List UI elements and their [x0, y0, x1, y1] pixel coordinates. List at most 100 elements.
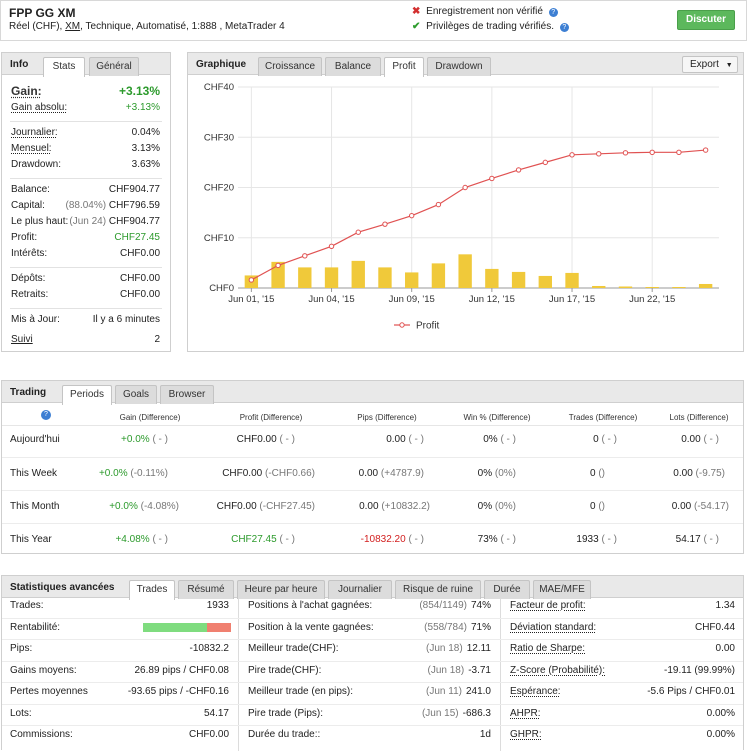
tab-goals[interactable]: Goals — [115, 385, 157, 404]
stat-value: 0.00 — [715, 643, 735, 654]
stat-value: -10832.2 — [189, 643, 229, 654]
stat-detail: (854/1149) — [419, 600, 467, 611]
stat-value: CHF0.44 — [694, 622, 735, 633]
trades-cell: 0 () — [589, 468, 605, 479]
bar — [405, 272, 419, 288]
stat-label: Facteur de profit: — [510, 600, 586, 611]
stat-value: 0.00% — [706, 708, 735, 719]
tab-daily[interactable]: Journalier — [328, 580, 392, 599]
data-point — [248, 277, 255, 283]
stat-value: (854/1149) 74% — [419, 600, 491, 611]
lots-cell: 0.00 (-54.17) — [671, 501, 729, 512]
tab-balance[interactable]: Balance — [325, 57, 381, 76]
data-point — [435, 201, 442, 208]
discuss-button[interactable]: Discuter — [677, 10, 735, 30]
divider — [10, 178, 162, 179]
x-tick-label: Jun 09, '15 — [389, 294, 435, 305]
y-tick-label: CHF10 — [204, 233, 234, 244]
stat-label: Pips: — [10, 643, 33, 654]
tab-general[interactable]: Général — [89, 57, 139, 76]
bar — [271, 261, 285, 288]
bar — [672, 286, 686, 288]
stat-value: 1933 — [206, 600, 229, 611]
tab-trades[interactable]: Trades — [129, 580, 175, 600]
x-icon: ✖ — [412, 6, 421, 17]
updated-label: Mis à Jour: — [11, 314, 60, 325]
stat-label: Rentabilité: — [10, 622, 61, 633]
trading-panel-header — [2, 381, 743, 403]
trading-panel: Trading Periods Goals Browser ? Gain (Di… — [1, 380, 744, 554]
stat-label: Meilleur trade(CHF): — [248, 643, 339, 654]
stat-number: 71% — [470, 622, 491, 633]
stat-value: (Jun 15) -686.3 — [422, 708, 491, 719]
x-tick-label: Jun 01, '15 — [228, 294, 274, 305]
stat-value: 54.17 — [203, 708, 229, 719]
bar — [618, 286, 633, 288]
col-header-lots: Lots (Difference) — [669, 413, 729, 422]
help-icon[interactable]: ? — [41, 410, 51, 420]
bar — [458, 254, 472, 288]
win-cell: 0% (0%) — [477, 501, 516, 512]
pips-cell: 0.00 (+4787.9) — [358, 468, 424, 479]
gain-abs-label: Gain absolu: — [11, 102, 68, 113]
withdrawals-label: Retraits: — [11, 289, 49, 300]
data-point — [569, 152, 575, 158]
x-tick-label: Jun 22, '15 — [629, 294, 675, 305]
tab-hourly[interactable]: Heure par heure — [237, 580, 325, 599]
gain-cell: +4.08% ( - ) — [115, 534, 168, 545]
tab-risk-of-ruin[interactable]: Risque de ruine — [395, 580, 481, 599]
bar — [431, 263, 446, 288]
data-point — [489, 175, 495, 182]
profitability-bar — [143, 623, 231, 632]
tab-growth[interactable]: Croissance — [258, 57, 322, 76]
follow-link[interactable]: Suivi — [11, 334, 33, 345]
tab-profit[interactable]: Profit — [384, 57, 424, 77]
data-point — [676, 149, 682, 156]
data-point — [302, 253, 308, 259]
stat-label: Déviation standard: — [510, 622, 597, 633]
x-tick-label: Jun 04, '15 — [308, 294, 354, 305]
tab-duration[interactable]: Durée — [484, 580, 530, 599]
graph-panel: Graphique Croissance Balance Profit Draw… — [187, 52, 744, 352]
stat-value: -93.65 pips / -CHF0.16 — [127, 686, 229, 697]
pips-cell: 0.00 (+10832.2) — [359, 501, 430, 512]
data-point — [275, 262, 281, 269]
stat-value: -5.6 Pips / CHF0.01 — [647, 686, 735, 697]
y-tick-label: CHF30 — [204, 132, 234, 143]
col-header-win: Win % (Difference) — [463, 413, 531, 422]
col-header-pips: Pips (Difference) — [357, 413, 417, 422]
tab-periods[interactable]: Periods — [62, 385, 112, 405]
bar — [645, 286, 659, 288]
profit-chart: CHF0 CHF10 CHF20 CHF30 CHF40 Jun 01, '15 Jun 0… — [204, 82, 719, 332]
stat-value: (Jun 18) -3.71 — [428, 665, 491, 676]
stat-number: 12.11 — [466, 643, 491, 654]
follow-value: 2 — [154, 334, 160, 345]
broker-link[interactable]: XM — [65, 21, 81, 32]
help-icon[interactable]: ? — [548, 8, 558, 17]
row-label: Aujourd'hui — [10, 434, 60, 445]
win-cell: 73% ( - ) — [477, 534, 516, 545]
stat-label: Commissions: — [10, 729, 73, 740]
advanced-title: Statistiques avancées — [10, 582, 115, 593]
data-point — [355, 229, 361, 235]
tab-browser[interactable]: Browser — [160, 385, 214, 404]
stat-label: Ratio de Sharpe: — [510, 643, 586, 654]
tab-mae-mfe[interactable]: MAE/MFE — [533, 580, 591, 599]
divider — [2, 457, 743, 458]
stat-label: Gains moyens: — [10, 665, 77, 676]
stat-number: -686.3 — [462, 708, 491, 719]
stat-label: Trades: — [10, 600, 44, 611]
tab-drawdown[interactable]: Drawdown — [427, 57, 491, 76]
gain-cell: +0.0% ( - ) — [121, 434, 168, 445]
profitability-win-fill — [143, 623, 208, 632]
data-point — [542, 159, 549, 166]
stat-number: 1d — [479, 729, 491, 740]
stat-value: 26.89 pips / CHF0.08 — [134, 665, 230, 676]
export-button[interactable]: Export ▼ — [682, 56, 738, 73]
tab-stats[interactable]: Stats — [43, 57, 85, 77]
help-icon[interactable]: ? — [559, 23, 569, 32]
stat-value: -19.11 (99.99%) — [664, 665, 735, 676]
row-label: This Week — [10, 468, 58, 479]
win-cell: 0% (0%) — [477, 468, 516, 479]
tab-summary[interactable]: Résumé — [178, 580, 234, 599]
